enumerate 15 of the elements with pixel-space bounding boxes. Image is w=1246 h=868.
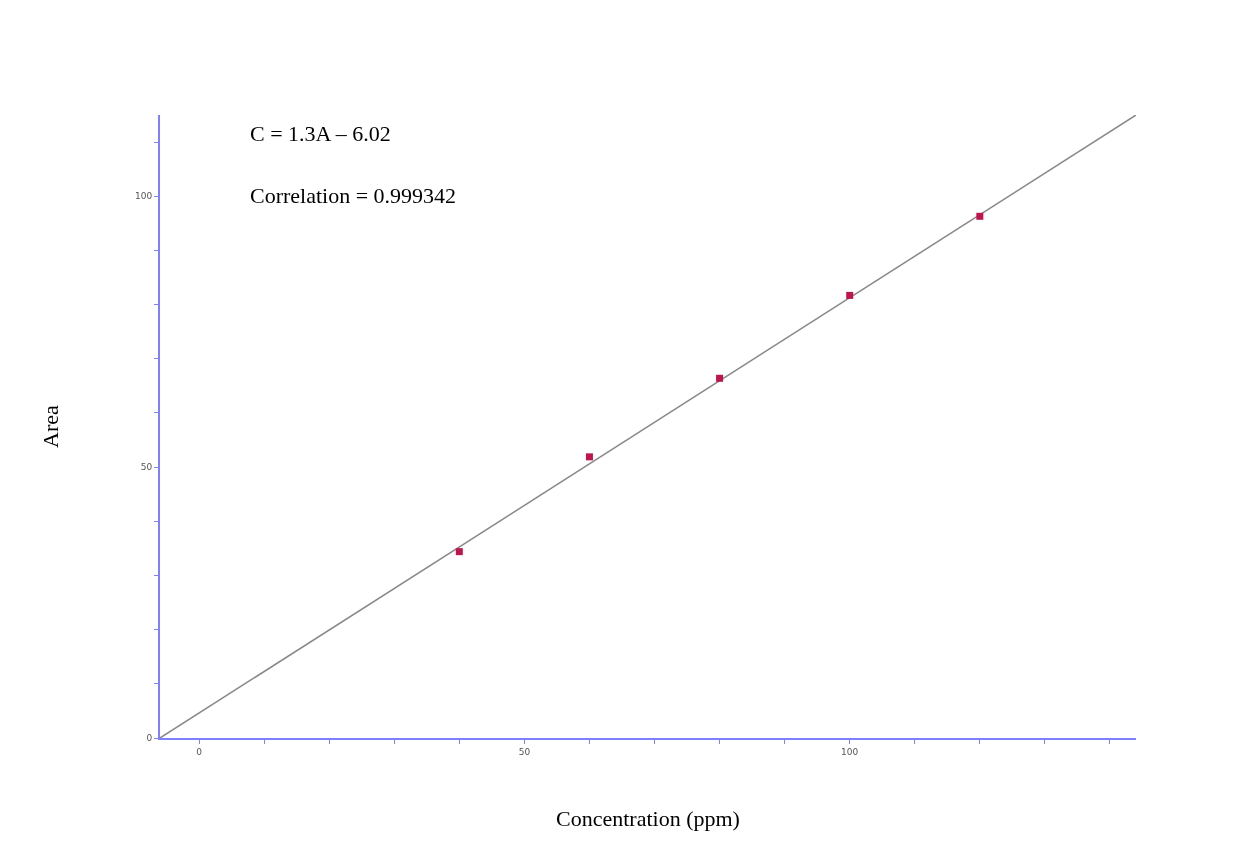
x-tick-label: 100 [841, 746, 859, 757]
point [585, 453, 593, 461]
point [716, 374, 724, 382]
x-tick-label: 50 [518, 746, 531, 757]
annotation: C = 1.3A – 6.02 [250, 121, 391, 146]
point [455, 548, 463, 556]
annotation: Correlation = 0.999342 [250, 183, 457, 208]
point [976, 212, 984, 220]
y-axis-title: Area [38, 404, 64, 448]
point [846, 291, 854, 299]
y-tick-label: 0 [146, 733, 153, 744]
x-axis-title: Concentration (ppm) [556, 806, 740, 832]
x-tick-label: 0 [196, 746, 203, 757]
y-tick-label: 50 [140, 462, 153, 473]
y-tick-label: 100 [135, 191, 153, 202]
